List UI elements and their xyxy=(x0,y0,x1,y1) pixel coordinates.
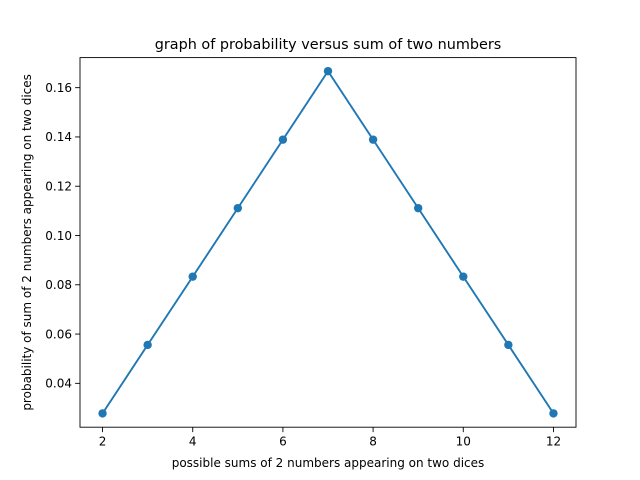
data-point xyxy=(143,340,152,350)
data-point xyxy=(323,66,333,76)
y-tick-label: 0.14 xyxy=(45,130,72,144)
data-point xyxy=(413,203,423,213)
y-axis: 0.04 0.06 0.08 0.10 0.12 0.14 0.16 xyxy=(45,81,80,391)
data-point xyxy=(233,203,243,213)
x-tick-label: 10 xyxy=(456,435,471,449)
data-point xyxy=(278,135,288,144)
x-tick-label: 6 xyxy=(279,435,287,449)
x-tick-label: 2 xyxy=(99,435,107,449)
plot-frame xyxy=(79,57,577,428)
data-point xyxy=(459,272,468,281)
y-tick-label: 0.08 xyxy=(45,278,72,292)
x-tick-label: 4 xyxy=(189,435,197,449)
y-tick-label: 0.10 xyxy=(45,229,72,243)
data-point xyxy=(368,135,378,144)
data-point xyxy=(504,340,513,350)
y-axis-label: probability of sum of 2 numbers appearin… xyxy=(20,74,34,411)
data-point xyxy=(549,409,558,418)
y-tick-label: 0.04 xyxy=(45,377,72,391)
data-point xyxy=(188,272,197,281)
x-axis-label: possible sums of 2 numbers appearing on … xyxy=(172,456,485,470)
chart-title: graph of probability versus sum of two n… xyxy=(155,37,502,53)
x-tick-label: 8 xyxy=(369,435,377,449)
x-tick-label: 12 xyxy=(546,435,561,449)
y-tick-label: 0.06 xyxy=(45,327,72,341)
x-axis: 2 4 6 8 10 12 xyxy=(99,427,561,449)
data-point xyxy=(98,409,107,418)
y-tick-label: 0.12 xyxy=(45,180,72,194)
y-tick-label: 0.16 xyxy=(45,81,72,95)
